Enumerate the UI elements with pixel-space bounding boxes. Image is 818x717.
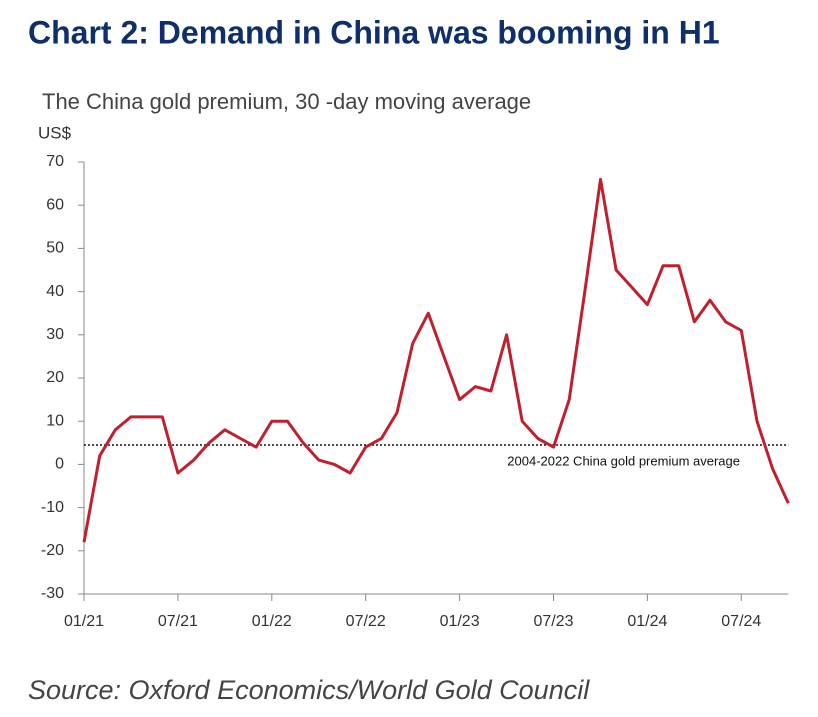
y-tick-label: -30 <box>41 585 64 602</box>
y-tick-label: -20 <box>41 542 64 559</box>
x-tick-label: 07/24 <box>721 613 761 630</box>
y-tick-label: 50 <box>46 240 64 257</box>
y-tick-label: 60 <box>46 196 64 213</box>
y-tick-label: 30 <box>46 326 64 343</box>
average-label: 2004-2022 China gold premium average <box>507 453 740 468</box>
x-tick-label: 07/21 <box>158 613 198 630</box>
x-tick-label: 01/23 <box>440 613 480 630</box>
y-tick-label: 40 <box>46 283 64 300</box>
y-tick-label: 0 <box>55 456 64 473</box>
y-axis-label: US$ <box>38 123 72 142</box>
y-tick-label: 20 <box>46 369 64 386</box>
data-line <box>82 177 790 543</box>
chart-subtitle: The China gold premium, 30 -day moving a… <box>42 89 531 114</box>
x-tick-label: 01/22 <box>252 613 292 630</box>
x-tick-label: 07/22 <box>346 613 386 630</box>
chart-title: Chart 2: Demand in China was booming in … <box>28 14 720 50</box>
y-tick-label: -10 <box>41 499 64 516</box>
x-tick-label: 01/24 <box>627 613 667 630</box>
y-tick-label: 10 <box>46 412 64 429</box>
x-tick-label: 01/21 <box>64 613 104 630</box>
source-note: Source: Oxford Economics/World Gold Coun… <box>28 675 590 705</box>
x-tick-label: 07/23 <box>533 613 573 630</box>
y-tick-label: 70 <box>46 153 64 170</box>
